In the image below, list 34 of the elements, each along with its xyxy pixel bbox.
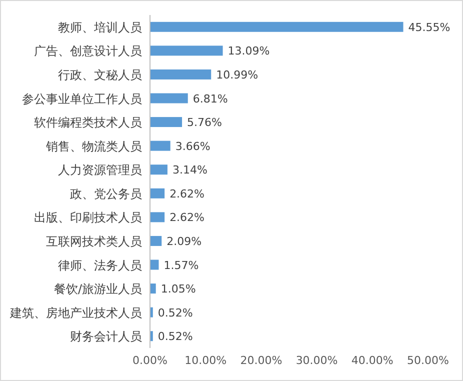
y-tick-label: 政、党公务员	[70, 186, 142, 201]
y-tick-label: 建筑、房地产业技术人员	[9, 306, 142, 320]
x-tick-label: 0.00%	[132, 354, 168, 367]
y-tick-label: 销售、物流类人员	[45, 139, 142, 154]
data-label: 2.09%	[166, 234, 202, 248]
y-tick-label: 广告、创意设计人员	[34, 44, 142, 58]
data-label: 1.05%	[160, 282, 196, 296]
data-label: 1.57%	[164, 258, 199, 272]
x-tick-label: 30.00%	[296, 354, 338, 367]
y-tick-label: 律师、法务人员	[58, 258, 142, 272]
data-label: 3.66%	[175, 140, 210, 153]
data-label: 0.52%	[158, 330, 193, 344]
data-label: 3.14%	[172, 164, 208, 177]
x-tick-label: 40.00%	[351, 354, 394, 367]
y-tick-label: 行政、文秘人员	[58, 68, 142, 82]
y-tick-label: 教师、培训人员	[58, 20, 142, 34]
data-label: 2.62%	[170, 211, 205, 224]
y-tick-label: 出版、印刷技术人员	[34, 210, 142, 225]
data-label: 6.81%	[192, 92, 228, 106]
y-tick-label: 人力资源管理员	[58, 163, 142, 178]
data-label: 10.99%	[216, 68, 258, 82]
data-label: 13.09%	[228, 44, 270, 58]
x-tick-label: 20.00%	[240, 354, 282, 367]
y-tick-label: 餐饮/旅游业人员	[54, 282, 142, 296]
y-tick-label: 软件编程类技术人员	[34, 116, 142, 130]
y-tick-label: 财务会计人员	[70, 330, 142, 344]
y-tick-label: 参公事业单位工作人员	[22, 92, 142, 106]
x-tick-label: 50.00%	[407, 354, 449, 367]
data-label: 5.76%	[187, 116, 222, 130]
y-tick-label: 互联网技术类人员	[46, 234, 142, 248]
x-tick-label: 10.00%	[184, 354, 227, 367]
data-label: 2.62%	[170, 187, 205, 200]
data-label: 45.55%	[408, 20, 450, 34]
data-label: 0.52%	[158, 306, 193, 320]
